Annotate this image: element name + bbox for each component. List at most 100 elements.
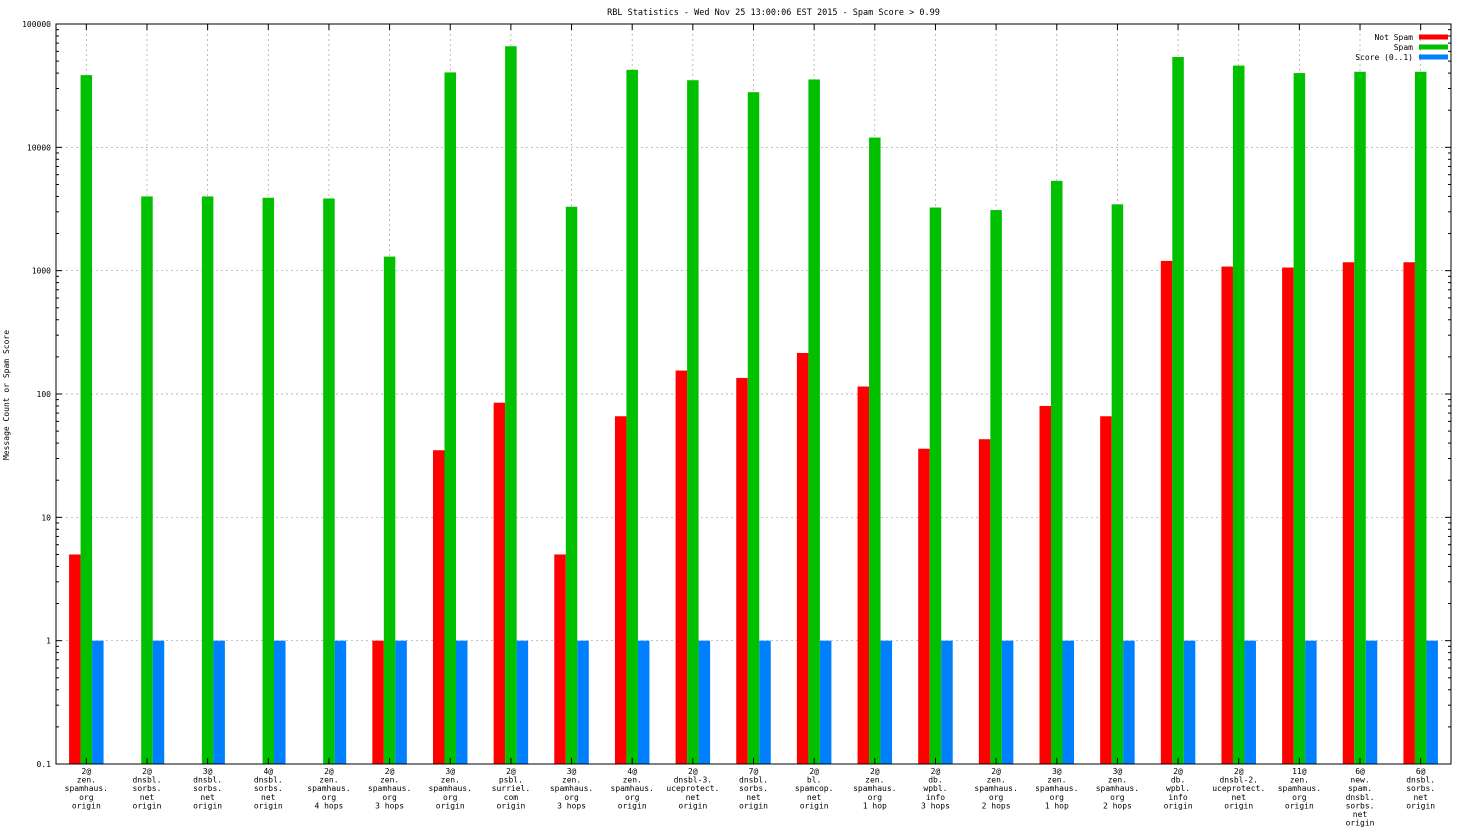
bar-spam	[383, 256, 396, 764]
bar-spam	[262, 197, 275, 765]
x-tick-label: 2@ dnsbl. sorbs. net origin	[133, 767, 162, 810]
bar-not-spam	[1100, 416, 1112, 764]
bar-spam	[141, 196, 153, 764]
bar-spam	[990, 210, 1002, 765]
y-tick-label: 100	[37, 390, 52, 399]
bar-spam	[201, 196, 214, 764]
bar-spam	[444, 72, 456, 764]
x-tick-label: 6@ dnsbl. sorbs. net origin	[1406, 767, 1435, 810]
bar-not-spam	[1282, 267, 1294, 764]
bar-score-0-1	[152, 640, 165, 764]
bar-score-0-1	[1123, 640, 1135, 764]
bar-spam	[869, 137, 881, 765]
bar-not-spam	[736, 377, 748, 764]
bar-spam	[1414, 71, 1427, 765]
bar-score-0-1	[1365, 640, 1378, 764]
legend-label: Not Spam	[1374, 33, 1413, 42]
bar-score-0-1	[1426, 640, 1438, 764]
legend-label: Spam	[1394, 43, 1413, 52]
x-tick-label: 2@ bl. spamcop. net origin	[795, 767, 834, 810]
bar-spam	[565, 206, 578, 764]
bar-spam	[626, 69, 638, 764]
bar-not-spam	[1160, 260, 1173, 764]
legend-swatch	[1419, 54, 1448, 60]
bar-score-0-1	[698, 640, 711, 764]
x-tick-label: 2@ dnsbl-2. uceprotect. net origin	[1212, 767, 1265, 810]
bar-spam	[1111, 204, 1124, 765]
x-tick-label: 2@ zen. spamhaus. org 1 hop	[853, 767, 896, 810]
bar-not-spam	[372, 640, 384, 764]
x-tick-label: 3@ zen. spamhaus. org 1 hop	[1035, 767, 1078, 810]
y-tick-label: 1000	[32, 267, 51, 276]
bar-not-spam	[493, 402, 506, 764]
bar-score-0-1	[1305, 640, 1317, 764]
bar-not-spam	[675, 370, 688, 764]
bars-layer	[69, 46, 1438, 765]
bar-spam	[1293, 73, 1306, 764]
bar-score-0-1	[1062, 640, 1075, 764]
bar-score-0-1	[92, 640, 104, 764]
x-tick-label: 3@ zen. spamhaus. org 3 hops	[550, 767, 593, 810]
x-tick-label: 2@ psbl. surriel. com origin	[492, 767, 531, 810]
legend-swatch	[1419, 44, 1448, 50]
bar-score-0-1	[213, 640, 225, 764]
y-tick-label: 1	[46, 637, 51, 646]
y-tick-label: 10000	[27, 143, 51, 152]
bar-not-spam	[1221, 266, 1233, 764]
bar-spam	[1172, 57, 1184, 765]
x-tick-label: 3@ dnsbl. sorbs. net origin	[193, 767, 222, 810]
bar-not-spam	[614, 416, 627, 764]
x-tick-label: 2@ zen. spamhaus. org 4 hops	[307, 767, 350, 810]
bar-spam	[808, 79, 820, 764]
chart-title: RBL Statistics - Wed Nov 25 13:00:06 EST…	[607, 8, 940, 18]
x-tick-label: 2@ db. wpbl. info 3 hops	[921, 767, 950, 810]
bar-spam	[929, 207, 942, 765]
y-axis-label: Message Count or Spam Score	[2, 330, 11, 460]
x-tick-label: 3@ zen. spamhaus. org 2 hops	[1096, 767, 1139, 810]
x-tick-label: 4@ dnsbl. sorbs. net origin	[254, 767, 283, 810]
bar-spam	[1354, 71, 1366, 765]
bar-spam	[80, 75, 93, 764]
bar-score-0-1	[637, 640, 650, 764]
bar-score-0-1	[759, 640, 771, 764]
y-tick-label: 100000	[22, 20, 51, 29]
y-tick-label: 0.1	[37, 760, 52, 769]
bar-score-0-1	[395, 640, 407, 764]
x-tick-label: 2@ zen. spamhaus. org 2 hops	[974, 767, 1017, 810]
bar-not-spam	[918, 448, 930, 764]
axes-layer: 0.1 1 10 100 1000 10000 100000 2@ zen. spamhaus. o…	[22, 20, 1451, 828]
bar-not-spam	[554, 554, 566, 764]
x-tick-label: 2@ zen. spamhaus. org origin	[65, 767, 108, 810]
x-tick-label: 2@ zen. spamhaus. org 3 hops	[368, 767, 411, 810]
bar-not-spam	[69, 554, 81, 764]
bar-not-spam	[1403, 262, 1415, 764]
bar-spam	[323, 198, 335, 764]
x-tick-label: 2@ db. wpbl. info origin	[1164, 767, 1193, 810]
bar-score-0-1	[455, 640, 468, 764]
x-tick-label: 7@ dnsbl. sorbs. net origin	[739, 767, 768, 810]
legend-label: Score (0..1)	[1355, 53, 1413, 62]
bar-score-0-1	[1244, 640, 1256, 764]
y-tick-label: 10	[41, 513, 51, 522]
bar-score-0-1	[334, 640, 347, 764]
bar-not-spam	[978, 439, 991, 764]
bar-score-0-1	[274, 640, 286, 764]
bar-score-0-1	[577, 640, 589, 764]
bar-score-0-1	[880, 640, 893, 764]
bar-spam	[1051, 180, 1063, 764]
bar-not-spam	[1342, 262, 1355, 764]
bar-score-0-1	[1001, 640, 1014, 764]
bar-score-0-1	[941, 640, 953, 764]
legend-swatch	[1419, 34, 1448, 40]
x-tick-label: 6@ new. spam. dnsbl. sorbs. net origin	[1346, 767, 1375, 828]
x-tick-label: 2@ dnsbl-3. uceprotect. net origin	[666, 767, 719, 810]
bar-score-0-1	[516, 640, 529, 764]
bar-not-spam	[857, 386, 870, 764]
bar-spam	[505, 46, 517, 765]
bar-spam	[747, 92, 760, 765]
bar-score-0-1	[1183, 640, 1196, 764]
bar-score-0-1	[819, 640, 832, 764]
bar-not-spam	[796, 352, 809, 764]
